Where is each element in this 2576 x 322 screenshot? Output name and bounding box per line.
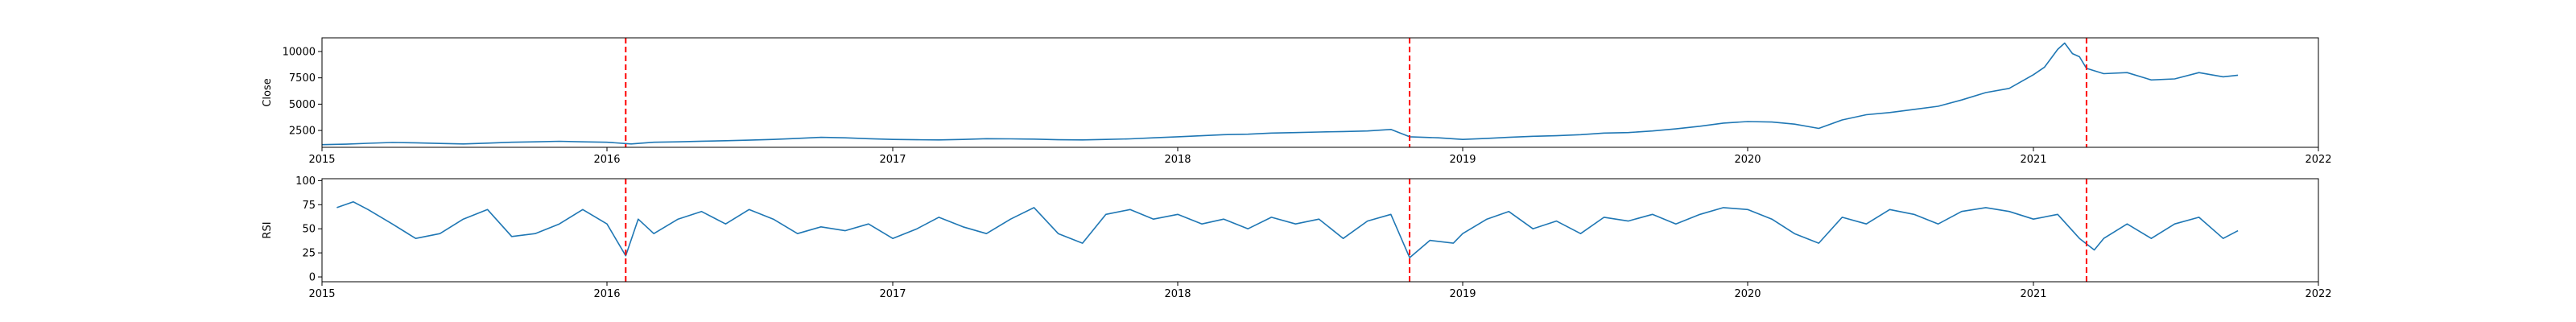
rsi-x-tick-label-4: 2019 <box>1449 288 1476 300</box>
close-y-axis-label: Close <box>262 78 274 106</box>
close-y-tick-label-2: 7500 <box>289 72 316 85</box>
rsi-panel: 2015 2016 2017 2018 2019 2020 2021 2022 0 25 50 75 1… <box>262 175 2332 300</box>
close-x-tick-label-1: 2016 <box>593 154 620 166</box>
close-x-tick-label-7: 2022 <box>2305 154 2331 166</box>
close-x-tick-label-4: 2019 <box>1449 154 1476 166</box>
close-price-panel: 2015 2016 2017 2018 2019 2020 2021 2022 2500 5000… <box>262 37 2332 166</box>
rsi-x-tick-label-0: 2015 <box>308 288 335 300</box>
rsi-y-tick-label-1: 25 <box>302 248 316 260</box>
rsi-x-tick-label-7: 2022 <box>2305 288 2331 300</box>
rsi-x-tick-label-6: 2021 <box>2020 288 2046 300</box>
close-x-tick-label-2: 2017 <box>879 154 906 166</box>
rsi-x-tick-label-3: 2018 <box>1164 288 1191 300</box>
close-axes-frame <box>321 37 2319 148</box>
rsi-y-tick-label-4: 100 <box>295 175 316 188</box>
close-x-tick-label-0: 2015 <box>308 154 335 166</box>
rsi-x-tick-label-1: 2016 <box>593 288 620 300</box>
close-y-tick-label-0: 2500 <box>289 126 316 138</box>
close-x-tick-label-5: 2020 <box>1734 154 1761 166</box>
rsi-x-tick-label-5: 2020 <box>1734 288 1761 300</box>
close-x-tick-label-6: 2021 <box>2020 154 2046 166</box>
close-x-tick-label-3: 2018 <box>1164 154 1191 166</box>
rsi-y-axis-label: RSI <box>262 221 274 238</box>
rsi-y-tick-label-0: 0 <box>309 272 316 284</box>
rsi-y-tick-label-3: 75 <box>302 200 316 212</box>
close-y-tick-label-3: 10000 <box>283 47 316 59</box>
close-y-tick-label-1: 5000 <box>289 99 316 111</box>
close-series-line-0 <box>321 42 2239 146</box>
rsi-series-line-0 <box>336 200 2239 258</box>
rsi-axes-frame <box>321 178 2319 283</box>
rsi-y-tick-label-2: 50 <box>302 224 316 236</box>
rsi-x-tick-label-2: 2017 <box>879 288 906 300</box>
